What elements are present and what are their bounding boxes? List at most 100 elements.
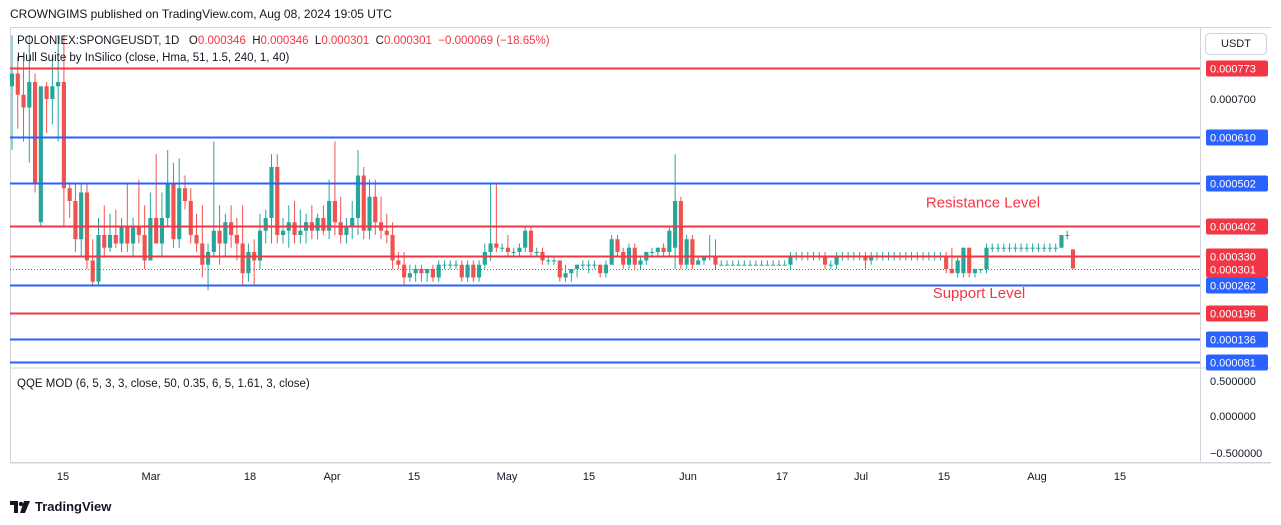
candle-body [995,247,1001,249]
candle-body [603,264,609,274]
support-level-annotation: Support Level [933,285,1026,302]
level-price-label: 0.000610 [1210,133,1256,145]
candle-body [1019,247,1024,249]
candle-body [649,251,655,253]
candle-body [211,230,216,252]
candle-body [344,226,349,235]
candle-body [419,268,424,274]
candle-body [1013,247,1018,249]
candle-body [1065,234,1070,236]
candle-body [154,217,159,244]
candle-body [834,256,839,265]
open-label: O [188,35,198,47]
candle-body [615,239,620,252]
candle-body [338,222,343,235]
candle-body [972,268,978,274]
candle-body [961,247,966,274]
candle-body [788,256,793,265]
candle-body [661,247,666,252]
candle-body [430,268,436,278]
candle-body [592,264,597,266]
level-price-tag [1206,248,1268,265]
candle-body [563,273,568,278]
candle-body [759,264,764,266]
candle-body [217,230,222,244]
candle-body [546,260,551,262]
x-tick-label: 15 [1114,471,1126,483]
candle-body [863,256,868,261]
candle-body [96,234,101,282]
candle-body [684,239,689,265]
close-value: 0.000301 [383,35,432,47]
candle-body [575,264,580,269]
candle-body [494,243,499,248]
candle-body [765,264,770,266]
candle-body [350,217,355,227]
candle-body [523,230,528,248]
candle-body [724,264,730,266]
x-tick-label: 17 [776,471,788,483]
qqe-mod-legend[interactable]: QQE MOD (6, 5, 3, 3, close, 50, 0.35, 6,… [17,378,310,390]
candle-body [1036,247,1041,249]
candle-body [67,188,72,201]
candle-body [413,268,418,274]
level-price-label: 0.000136 [1210,335,1256,347]
candle-body [246,251,251,274]
candle-body [102,234,107,248]
level-price-label: 0.000262 [1210,281,1256,293]
candle-body [240,243,245,274]
x-tick-label: May [497,471,518,483]
candle-body [1007,247,1012,249]
level-price-label: 0.000330 [1210,252,1256,264]
candle-body [79,192,84,240]
candle-body [1059,234,1064,248]
open-value: 0.000346 [197,35,246,47]
candle-body [978,268,983,270]
candle-body [534,251,539,253]
candle-body [782,264,787,266]
x-tick-label: Aug [1027,471,1047,483]
level-price-label: 0.000502 [1210,179,1256,191]
candle-body [471,264,476,278]
level-price-label: 0.000773 [1210,64,1256,76]
candle-body [736,264,741,266]
candle-body [1070,249,1076,269]
candle-body [205,251,211,265]
candle-body [396,260,401,265]
candle-body [713,256,718,265]
candle-body [56,82,61,87]
candle-body [61,82,66,189]
candle-body [361,175,366,231]
x-tick-label: Apr [323,471,340,483]
candle-body [701,256,707,261]
x-tick-label: 15 [408,471,420,483]
candle-body [459,264,464,278]
candle-body [828,264,833,266]
tradingview-brand[interactable]: TradingView [10,499,111,514]
candle-body [73,200,78,240]
level-price-tag [1206,331,1268,348]
x-tick-label: 15 [938,471,950,483]
level-price-tag [1206,305,1268,322]
candle-body [1042,247,1047,249]
candle-body [955,260,960,274]
candle-body [453,264,459,266]
candle-body [869,256,874,261]
candle-body [390,234,395,261]
currency-button[interactable]: USDT [1205,33,1267,55]
candle-body [690,239,695,265]
candle-body [465,264,470,278]
candle-body [32,82,38,184]
oscillator-tick-label: 0.000000 [1210,411,1256,423]
candle-body [38,86,43,223]
symbol-name: POLONIEX:SPONGEUSDT, 1D [17,35,180,47]
candle-body [321,217,326,231]
candle-body [384,230,389,235]
x-tick-label: Mar [142,471,161,483]
candle-body [229,222,234,235]
candle-body [113,234,118,244]
hull-suite-legend[interactable]: Hull Suite by InSilico (close, Hma, 51, … [17,52,290,64]
level-price-tag [1206,175,1268,192]
candle-body [557,260,562,278]
